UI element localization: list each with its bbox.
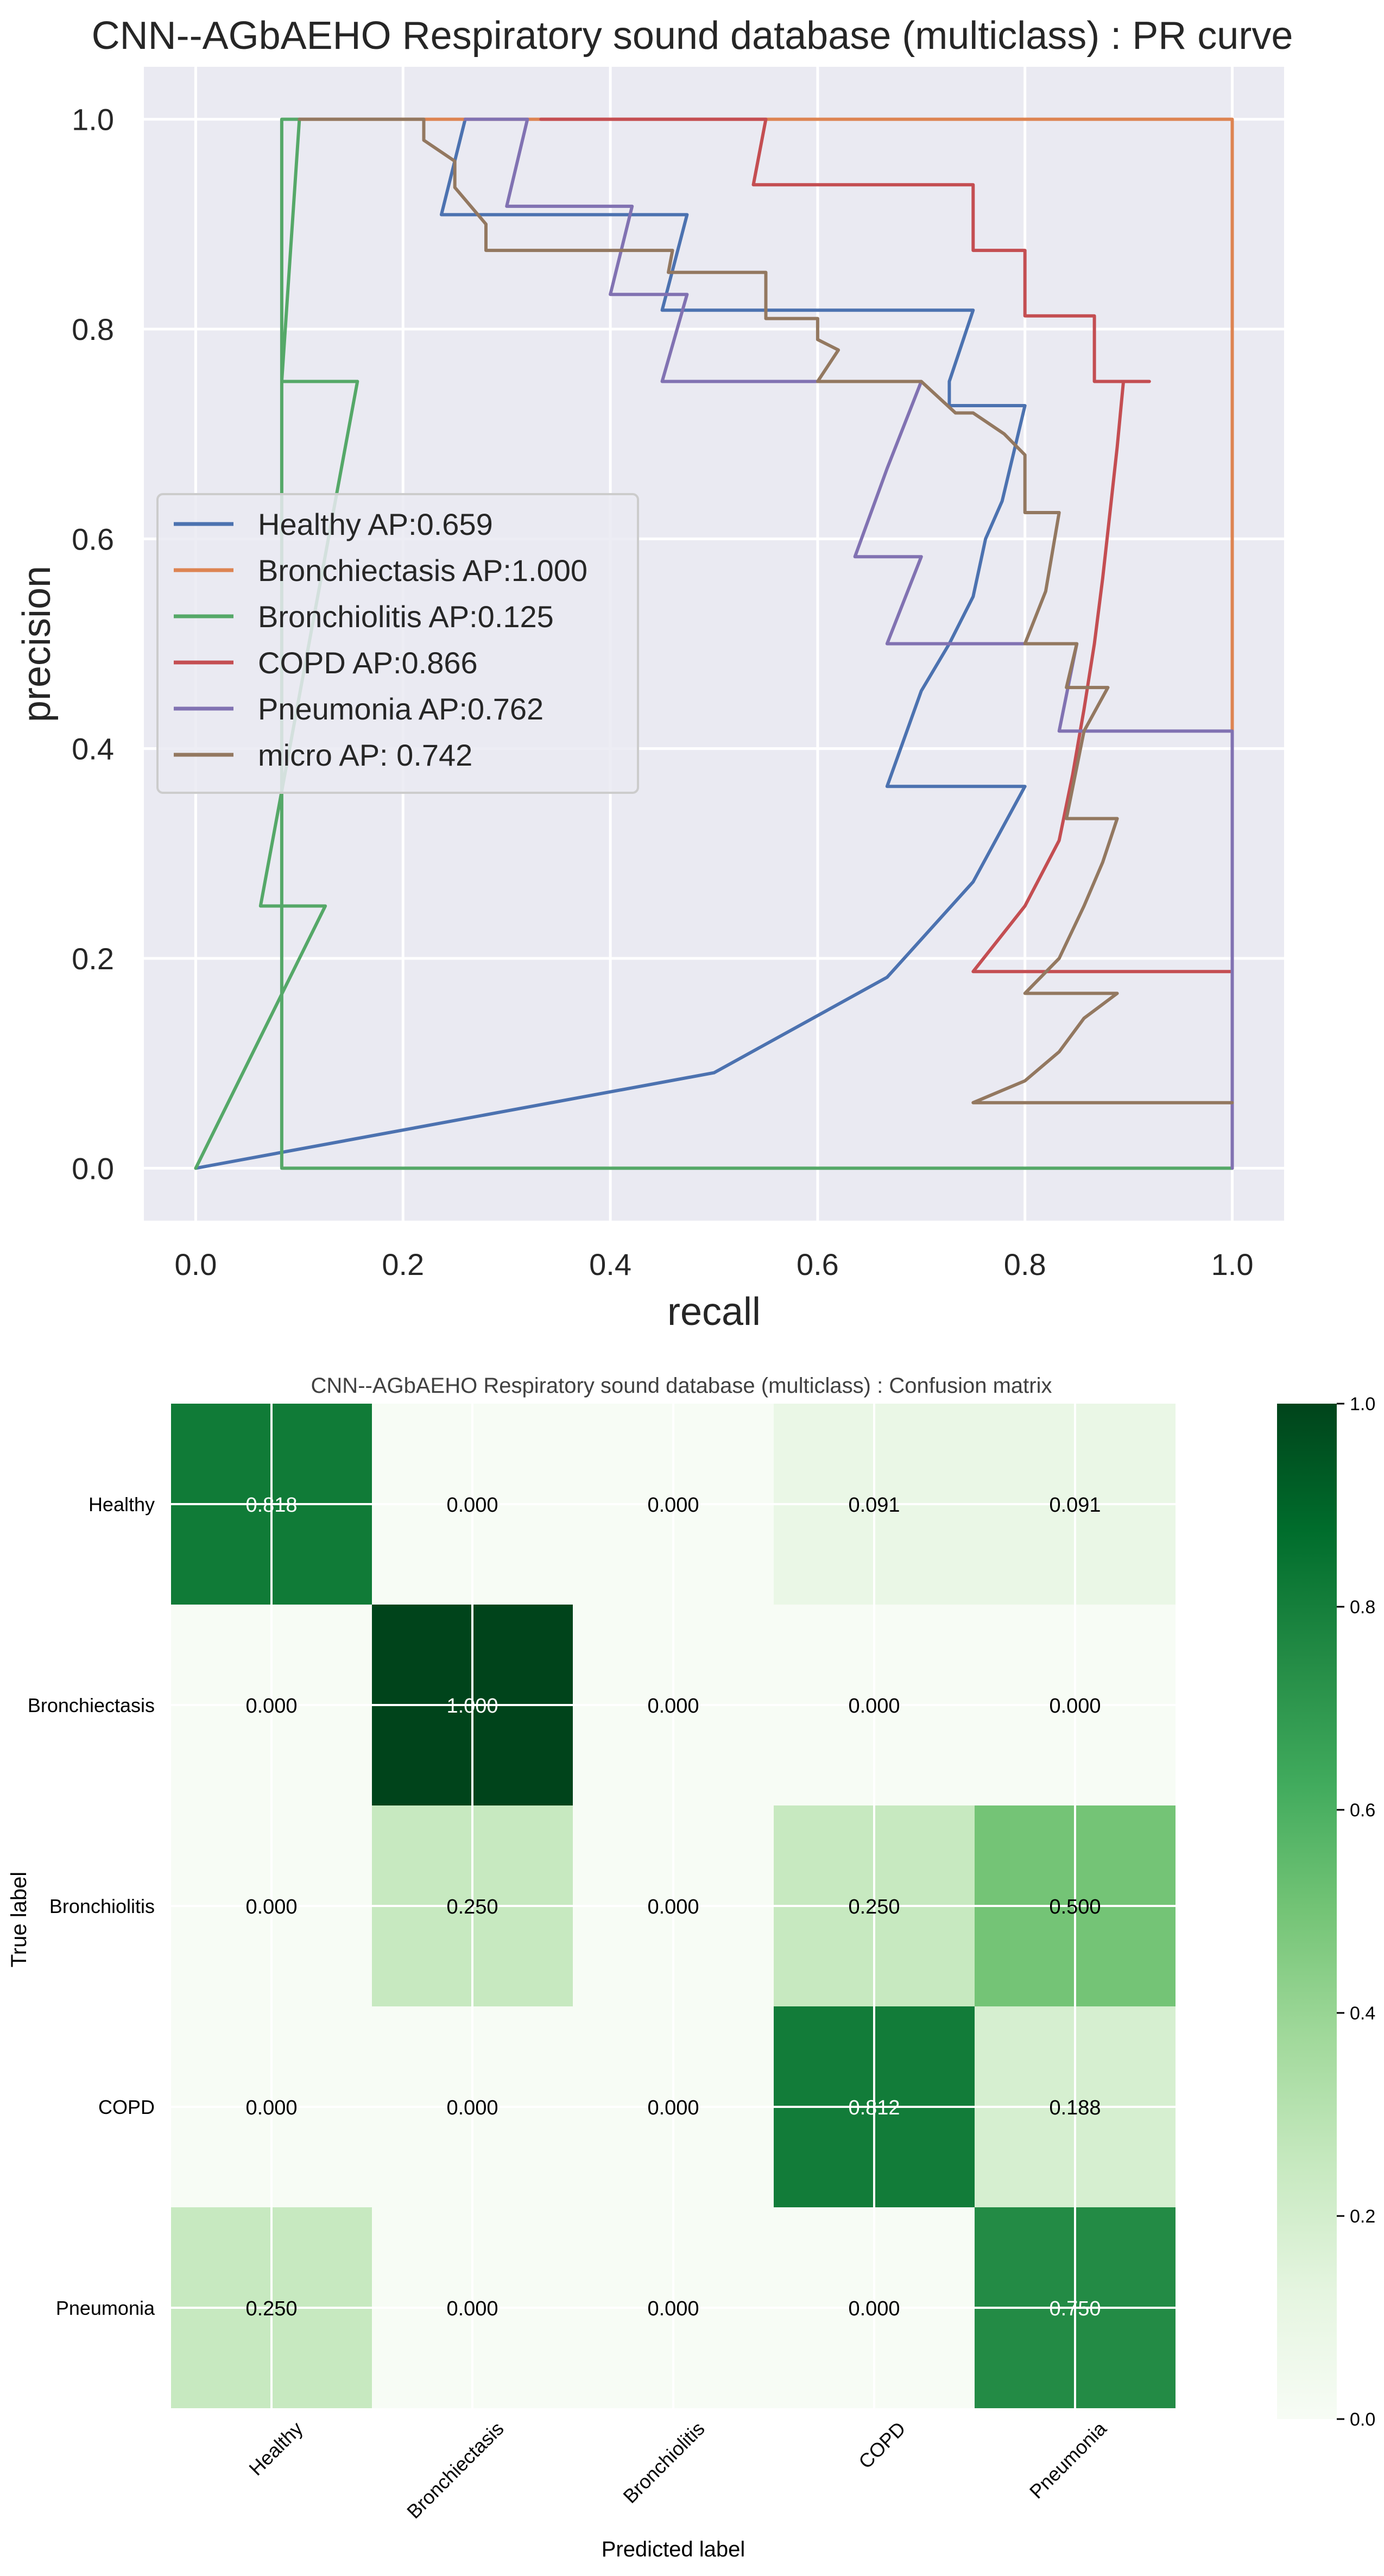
cm-value-label: 0.750: [1049, 2297, 1101, 2320]
pr-x-tick-label: 0.2: [382, 1247, 424, 1281]
pr-legend-entry: micro AP: 0.742: [258, 738, 472, 772]
cm-value-label: 0.000: [647, 1695, 699, 1718]
pr-legend-entry: COPD AP:0.866: [258, 646, 478, 680]
cm-value-label: 0.250: [446, 1896, 498, 1918]
cm-value-label: 0.000: [647, 1494, 699, 1517]
cm-value-label: 0.000: [647, 2097, 699, 2119]
cm-value-label: 0.000: [245, 1695, 297, 1718]
pr-legend-box: [156, 493, 639, 794]
cm-row-label: Healthy: [89, 1493, 155, 1516]
cm-value-label: 0.000: [446, 1494, 498, 1517]
pr-y-tick-label: 0.0: [72, 1151, 114, 1185]
cm-value-label: 0.000: [446, 2097, 498, 2119]
cm-value-label: 0.000: [848, 1695, 900, 1718]
cm-value-label: 0.000: [647, 2297, 699, 2320]
pr-series-line-2: [194, 117, 1234, 1170]
cm-colorbar-tick-label: 0.0: [1350, 2409, 1375, 2430]
pr-legend-entry: Bronchiolitis AP:0.125: [258, 599, 554, 634]
cm-value-label: 0.000: [1049, 1695, 1101, 1718]
cm-colorbar-tick-label: 0.8: [1350, 1597, 1375, 1618]
cm-value-label: 0.000: [848, 2297, 900, 2320]
cm-colorbar-tick-label: 0.2: [1350, 2206, 1375, 2227]
cm-value-label: 0.818: [245, 1494, 297, 1517]
cm-chart-title: CNN--AGbAEHO Respiratory sound database …: [311, 1374, 1052, 1398]
pr-y-tick-labels: 0.0 0.2 0.4 0.6 0.8 1.0: [72, 103, 114, 1186]
pr-legend: Healthy AP:0.659 Bronchiectasis AP:1.000 B…: [156, 493, 639, 794]
pr-x-tick-label: 0.0: [175, 1247, 217, 1281]
cm-row-labels: Healthy Bronchiectasis Bronchiolitis COPD Pn…: [28, 1493, 155, 2319]
pr-legend-entry: Healthy AP:0.659: [258, 507, 493, 541]
pr-x-tick-label: 0.6: [797, 1247, 839, 1281]
cm-value-label: 0.000: [446, 2297, 498, 2320]
pr-y-tick-label: 0.8: [72, 312, 114, 346]
cm-value-label: 0.188: [1049, 2097, 1101, 2119]
cm-column-label: COPD: [854, 2417, 910, 2473]
cm-value-label: 0.091: [1049, 1494, 1101, 1517]
cm-value-label: 0.500: [1049, 1896, 1101, 1918]
cm-x-axis-label: Predicted label: [602, 2537, 745, 2561]
cm-value-label: 0.250: [245, 2297, 297, 2320]
cm-column-label: Bronchiectasis: [402, 2417, 508, 2523]
pr-legend-entry: Pneumonia AP:0.762: [258, 692, 544, 726]
cm-colorbar-ticks: 0.0 0.2 0.4 0.6 0.8 1.0: [1337, 1394, 1375, 2430]
cm-colorbar-tick-label: 0.6: [1350, 1800, 1375, 1821]
pr-x-tick-labels: 0.0 0.2 0.4 0.6 0.8 1.0: [175, 1247, 1254, 1281]
cm-value-label: 0.000: [647, 1896, 699, 1918]
confusion-matrix-panel: CNN--AGbAEHO Respiratory sound database …: [7, 1374, 1375, 2561]
cm-value-labels: 0.818 0.000 0.000 0.091 0.091 0.000 1.000 0.000…: [245, 1494, 1101, 2320]
cm-value-label: 0.000: [245, 1896, 297, 1918]
cm-row-label: Bronchiolitis: [49, 1895, 155, 1917]
pr-x-tick-label: 0.8: [1004, 1247, 1046, 1281]
cm-value-label: 0.091: [848, 1494, 900, 1517]
pr-y-axis-label: precision: [15, 566, 59, 722]
cm-colorbar-tick-label: 1.0: [1350, 1394, 1375, 1415]
cm-row-label: Pneumonia: [56, 2297, 155, 2319]
cm-value-label: 1.000: [446, 1695, 498, 1718]
pr-y-tick-label: 1.0: [72, 103, 114, 137]
cm-column-label: Healthy: [244, 2417, 307, 2480]
cm-column-label: Pneumonia: [1025, 2417, 1111, 2503]
cm-colorbar-tick-label: 0.4: [1350, 2003, 1375, 2024]
cm-colorbar: [1277, 1404, 1337, 2419]
pr-chart-title: CNN--AGbAEHO Respiratory sound database …: [92, 14, 1293, 58]
pr-x-tick-label: 1.0: [1211, 1247, 1254, 1281]
pr-x-tick-label: 0.4: [589, 1247, 631, 1281]
pr-series-line-5: [298, 117, 1234, 1104]
pr-y-tick-label: 0.4: [72, 732, 114, 766]
cm-row-label: Bronchiectasis: [28, 1694, 155, 1716]
pr-curve-panel: CNN--AGbAEHO Respiratory sound database …: [15, 14, 1293, 1334]
pr-y-tick-label: 0.2: [72, 942, 114, 976]
cm-column-labels: Healthy Bronchiectasis Bronchiolitis COPD Pn…: [244, 2417, 1111, 2523]
cm-row-label: COPD: [98, 2096, 155, 2118]
cm-value-label: 0.812: [848, 2097, 900, 2119]
pr-legend-entry: Bronchiectasis AP:1.000: [258, 553, 587, 588]
cm-y-axis-label: True label: [7, 1872, 31, 1967]
cm-column-label: Bronchiolitis: [618, 2417, 709, 2508]
cm-value-label: 0.250: [848, 1896, 900, 1918]
pr-y-tick-label: 0.6: [72, 522, 114, 556]
pr-series: [194, 117, 1234, 1170]
cm-value-label: 0.000: [245, 2097, 297, 2119]
pr-x-axis-label: recall: [667, 1290, 761, 1334]
cm-grid: [171, 1404, 1176, 2408]
pr-series-line-3: [539, 117, 1234, 974]
pr-series-line-0: [194, 117, 1027, 1170]
